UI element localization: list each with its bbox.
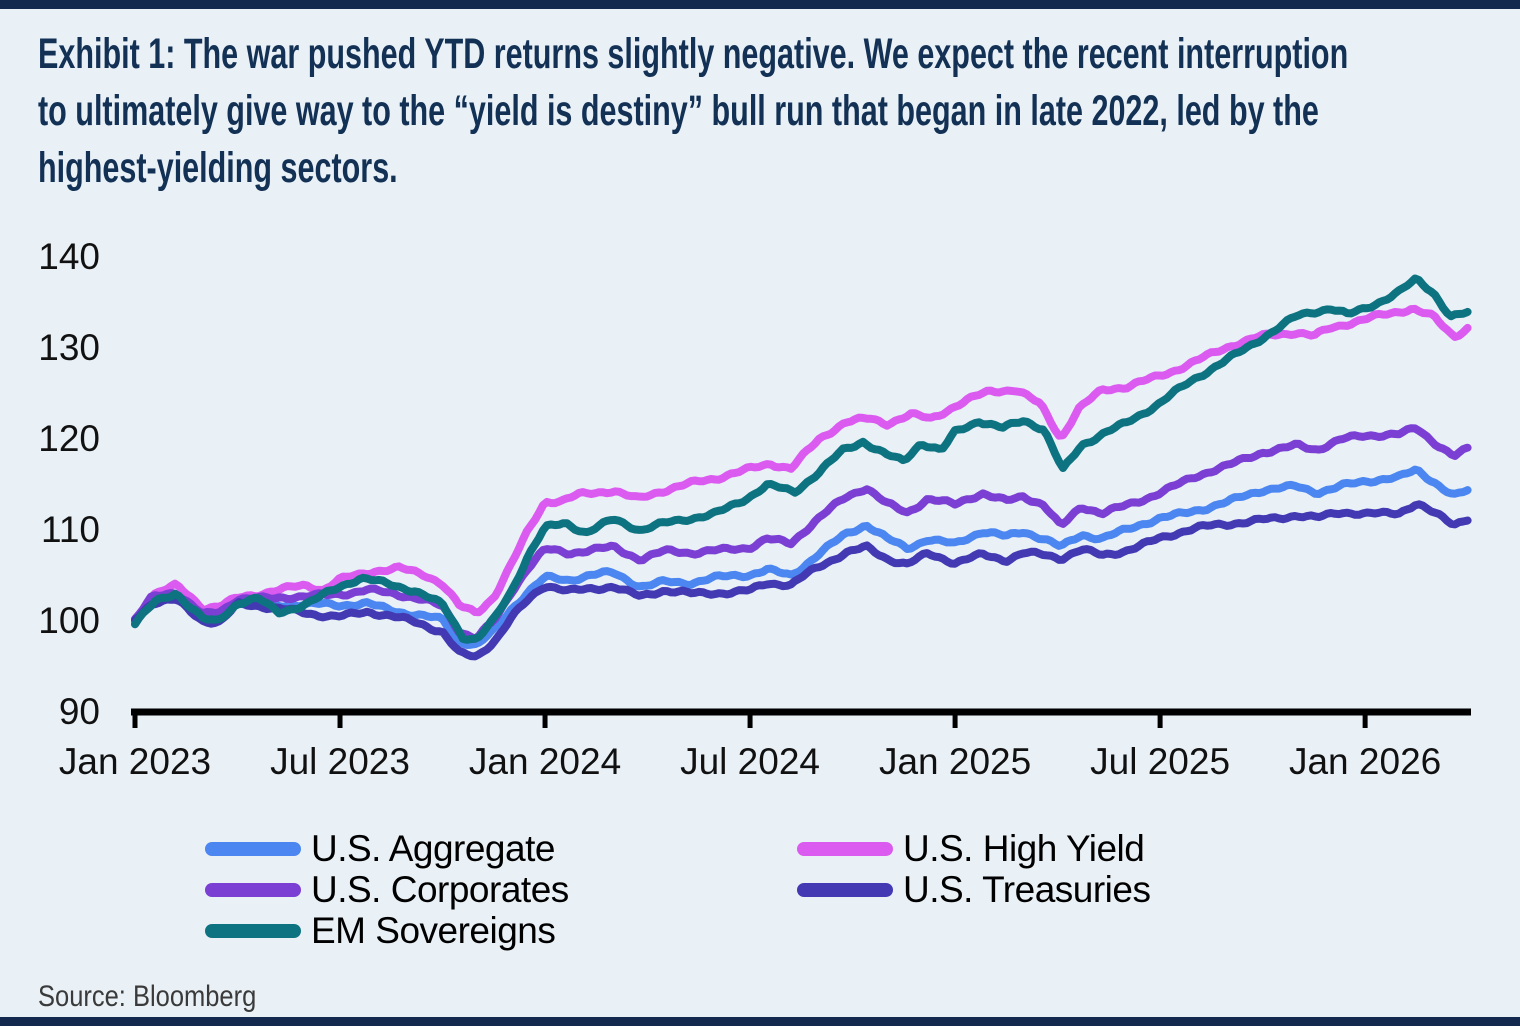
legend-column-1: U.S. Aggregate U.S. Corporates EM Sovereig… [205, 828, 569, 951]
y-tick-label-100: 100 [38, 600, 100, 641]
x-tick-label-jul-2024: Jul 2024 [680, 741, 820, 782]
line-em-sovereigns [131, 274, 1472, 644]
y-tick-label-120: 120 [38, 418, 100, 459]
line-u-s-aggregate [131, 465, 1472, 649]
legend-label-em-sovereigns: EM Sovereigns [311, 909, 556, 951]
y-tick-label-140: 140 [38, 236, 100, 277]
x-tick-label-jul-2025: Jul 2025 [1090, 741, 1230, 782]
y-tick-label-110: 110 [41, 509, 100, 550]
legend-label-u-s-treasuries: U.S. Treasuries [903, 868, 1151, 910]
exhibit-title: Exhibit 1: The war pushed YTD returns sl… [38, 26, 1348, 197]
chart-canvas: 140 130 120 110 100 90 Jan 2023 Jul 2023 Jan 202… [38, 236, 1472, 782]
line-u-s-treasuries [131, 500, 1472, 661]
legend-swatch-u-s-corporates [205, 882, 301, 897]
legend-swatch-u-s-high-yield [797, 841, 893, 856]
legend-swatch-u-s-aggregate [205, 841, 301, 856]
chart-legend: U.S. Aggregate U.S. Corporates EM Sovereig… [0, 828, 1520, 953]
x-tick-label-jul-2023: Jul 2023 [270, 741, 410, 782]
x-tick-label-jan-2024: Jan 2024 [469, 741, 621, 782]
y-tick-label-130: 130 [38, 327, 100, 368]
total-return-line-chart: 140 130 120 110 100 90 Jan 2023 Jul 2023 Jan 202… [0, 225, 1520, 800]
legend-column-2: U.S. High Yield U.S. Treasuries [797, 828, 1151, 910]
legend-item-u-s-high-yield: U.S. High Yield [797, 828, 1150, 869]
title-line-1: Exhibit 1: The war pushed YTD returns sl… [38, 30, 1349, 78]
bottom-accent-bar [0, 1017, 1520, 1026]
x-tick-label-jan-2026: Jan 2026 [1289, 741, 1441, 782]
legend-item-u-s-treasuries: U.S. Treasuries [797, 868, 1151, 910]
source-note: Source: Bloomberg [38, 980, 257, 1013]
y-tick-label-90: 90 [59, 691, 100, 732]
legend-label-u-s-corporates: U.S. Corporates [311, 868, 569, 910]
legend-label-u-s-high-yield: U.S. High Yield [903, 827, 1145, 869]
x-tick-label-jan-2025: Jan 2025 [879, 741, 1031, 782]
line-u-s-corporates [131, 424, 1472, 643]
legend-item-em-sovereigns: EM Sovereigns [205, 910, 569, 951]
line-u-s-high-yield [131, 304, 1472, 625]
legend-item-u-s-corporates: U.S. Corporates [205, 869, 569, 910]
legend-swatch-u-s-treasuries [797, 882, 893, 897]
legend-item-u-s-aggregate: U.S. Aggregate [205, 828, 569, 869]
legend-label-u-s-aggregate: U.S. Aggregate [311, 827, 555, 869]
x-tick-label-jan-2023: Jan 2023 [59, 741, 211, 782]
title-line-2: to ultimately give way to the “yield is … [38, 87, 1319, 135]
legend-swatch-em-sovereigns [205, 923, 301, 938]
top-accent-bar [0, 0, 1520, 9]
title-line-3: highest-yielding sectors. [38, 144, 398, 192]
